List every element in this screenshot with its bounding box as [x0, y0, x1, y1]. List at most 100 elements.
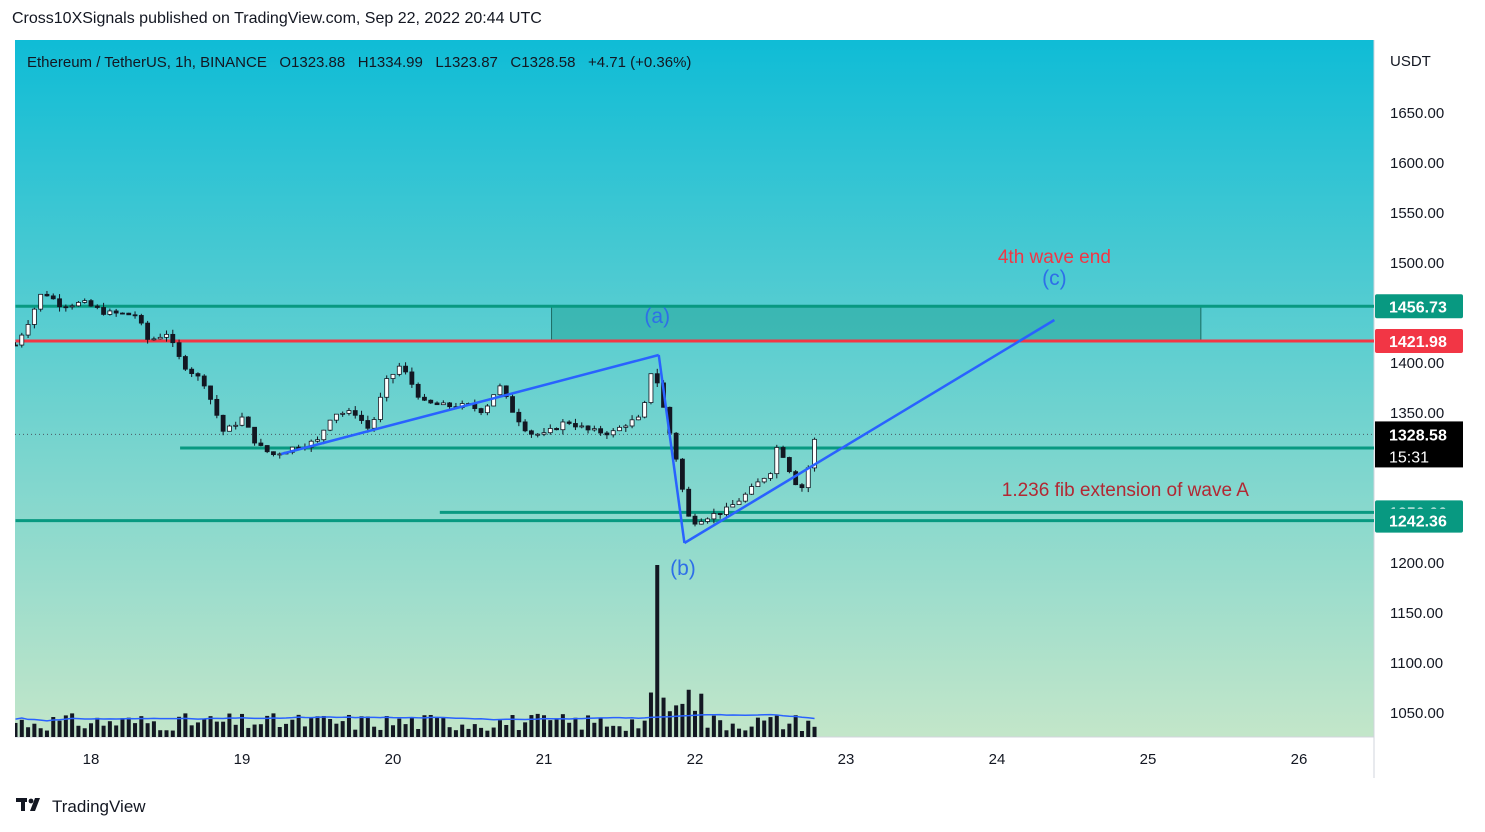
- candle-up: [623, 425, 629, 428]
- chart-annotation: (a): [644, 305, 670, 328]
- volume-bar: [579, 729, 584, 737]
- volume-bar: [252, 724, 257, 737]
- candle-down: [447, 402, 453, 408]
- footer-brand[interactable]: TradingView: [52, 796, 146, 816]
- volume-bar: [479, 727, 484, 737]
- axis-layer: USDT 1650.00 1600.00 1550.00 1500.00 1400.00 1…: [83, 53, 1445, 768]
- volume-bar: [623, 730, 628, 737]
- volume-bar: [258, 724, 263, 737]
- volume-bar: [743, 730, 748, 737]
- candle-up: [755, 481, 761, 487]
- candle-up: [749, 486, 755, 495]
- volume-bar: [636, 728, 641, 737]
- candle-down: [245, 416, 251, 428]
- current-price-label-bg: [1375, 421, 1463, 468]
- price-level-label-bg: [1375, 329, 1463, 354]
- candle-down: [680, 458, 685, 490]
- price-level-label: 1421.98: [1375, 329, 1463, 354]
- legend-low: L1323.87: [435, 54, 498, 71]
- volume-bar: [340, 721, 345, 737]
- volume-bar: [227, 713, 232, 737]
- volume-bar: [787, 723, 792, 737]
- candle-up: [384, 378, 390, 398]
- annotations-layer: (a) (b) (c)4th wave end 1.236 fib extension…: [644, 247, 1249, 580]
- volume-bar: [51, 717, 56, 737]
- volume-bar: [472, 724, 477, 737]
- candle-up: [333, 413, 339, 421]
- volume-bar: [755, 717, 760, 737]
- candle-up: [579, 425, 585, 428]
- volume-bar: [38, 728, 43, 737]
- candle-down: [780, 447, 786, 458]
- volume-bar: [139, 716, 144, 737]
- time-tick-label: 22: [687, 751, 704, 768]
- volume-bar: [567, 722, 572, 737]
- volume-bar: [170, 730, 175, 737]
- candle-down: [573, 423, 578, 428]
- volume-moving-average: [15, 713, 815, 722]
- volume-bar: [781, 729, 786, 737]
- wave-trend-line: [657, 354, 686, 544]
- price-level-label-bg: [1375, 294, 1463, 319]
- price-tick-label: 1400.00: [1390, 355, 1444, 372]
- volume-bar: [372, 726, 377, 737]
- candle-down: [654, 373, 660, 384]
- candle-down: [113, 310, 119, 314]
- time-tick-label: 26: [1291, 751, 1308, 768]
- volume-bar: [485, 730, 490, 737]
- candle-up: [742, 493, 748, 502]
- candle-down: [189, 368, 195, 374]
- candle-up: [107, 310, 113, 315]
- candle-down: [220, 414, 226, 432]
- zone-layer: [551, 305, 1202, 342]
- volume-bar: [290, 719, 295, 737]
- volume-bar: [774, 715, 779, 737]
- volume-bar: [680, 703, 685, 737]
- candle-up: [390, 373, 396, 379]
- candle-up: [327, 419, 333, 431]
- volume-bar: [195, 722, 200, 737]
- volume-bar: [328, 719, 333, 737]
- volume-bar: [309, 718, 314, 737]
- volume-bar: [806, 720, 811, 737]
- volume-bar: [120, 718, 125, 737]
- candle-down: [786, 457, 792, 473]
- time-tick-label: 24: [989, 751, 1006, 768]
- chart-canvas[interactable]: (a) (b) (c)4th wave end 1.236 fib extension…: [15, 40, 1470, 778]
- chart-annotation: (b): [670, 557, 696, 580]
- candle-up: [19, 334, 25, 346]
- plot-background: [15, 40, 1374, 737]
- volume-bar: [183, 713, 188, 737]
- candle-down: [101, 307, 106, 315]
- legend-symbol[interactable]: Ethereum / TetherUS, 1h, BINANCE: [27, 54, 267, 71]
- candle-down: [252, 426, 257, 444]
- candle-down: [208, 385, 213, 400]
- candle-down: [422, 396, 427, 401]
- tradingview-logo-icon[interactable]: [16, 796, 46, 817]
- price-labels-layer: 1456.731421.981315.011250.661242.361328.…: [1375, 294, 1463, 533]
- volume-bar: [177, 716, 182, 737]
- volume-bar: [76, 725, 81, 737]
- volume-bar: [686, 689, 691, 737]
- candle-down: [604, 432, 610, 436]
- candle-up: [38, 293, 44, 310]
- candle-down: [529, 430, 534, 435]
- candle-up: [233, 424, 239, 427]
- price-level-label-text: 1456.73: [1389, 299, 1447, 316]
- volume-bar: [32, 723, 37, 737]
- volume-bar: [246, 727, 251, 737]
- volume-bar: [542, 715, 546, 737]
- volume-bar: [315, 716, 320, 737]
- candle-up: [774, 447, 780, 475]
- candle-down: [566, 421, 572, 424]
- volume-bar: [510, 715, 515, 737]
- candle-down: [415, 383, 421, 398]
- volume-bar: [164, 730, 169, 737]
- candle-down: [503, 385, 509, 397]
- volume-bar: [768, 717, 773, 737]
- chart-annotation: 1.236 fib extension of wave A: [1002, 480, 1249, 501]
- volume-bar: [648, 692, 653, 737]
- volume-bar: [126, 717, 131, 737]
- volume-bar: [189, 725, 194, 737]
- candle-up: [484, 405, 490, 414]
